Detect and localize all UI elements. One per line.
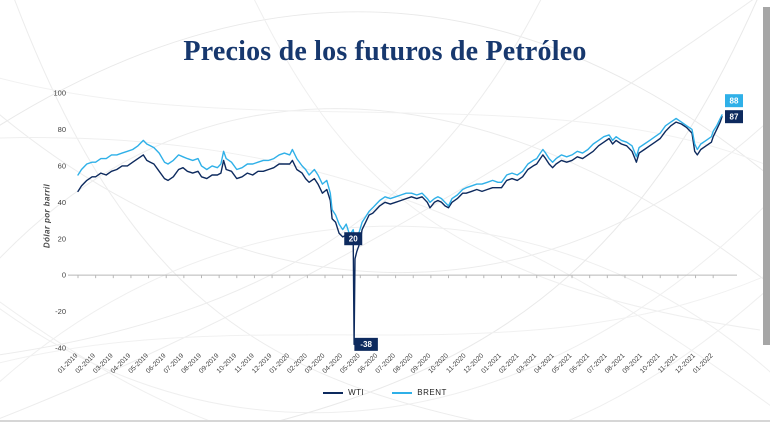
y-tick-label: 100 <box>53 89 66 98</box>
legend-item-wti: WTI <box>323 388 364 397</box>
window-edge-strip <box>763 7 770 345</box>
value-badge-text: 87 <box>730 112 739 121</box>
y-tick-label: -40 <box>55 344 66 353</box>
series-line-wti <box>77 116 723 346</box>
value-badge-text: 20 <box>349 235 358 244</box>
y-tick-label: 80 <box>58 125 66 134</box>
y-tick-label: 0 <box>62 271 66 280</box>
y-tick-label: 60 <box>58 161 66 170</box>
x-tick-label: 01-2022 <box>692 352 715 375</box>
value-badge-87 <box>725 110 743 124</box>
value-badge-text: -38 <box>360 340 372 349</box>
legend: WTI BRENT <box>0 388 770 397</box>
legend-item-brent: BRENT <box>392 388 447 397</box>
y-tick-label: -20 <box>55 307 66 316</box>
series-line-brent <box>77 114 723 242</box>
brent-line-swatch <box>392 391 413 394</box>
value-badge-text: 88 <box>730 96 739 105</box>
slide-bottom-edge <box>0 420 770 422</box>
value-badge-88 <box>725 94 743 108</box>
value-badge-20 <box>344 232 363 246</box>
y-tick-label: 40 <box>58 198 66 207</box>
wti-line-swatch <box>323 391 344 394</box>
chart-title: Precios de los futuros de Petróleo <box>183 36 587 67</box>
y-tick-label: 20 <box>58 234 66 243</box>
value-badge--38 <box>354 337 378 351</box>
legend-label-wti: WTI <box>348 388 365 397</box>
legend-label-brent: BRENT <box>417 388 447 397</box>
